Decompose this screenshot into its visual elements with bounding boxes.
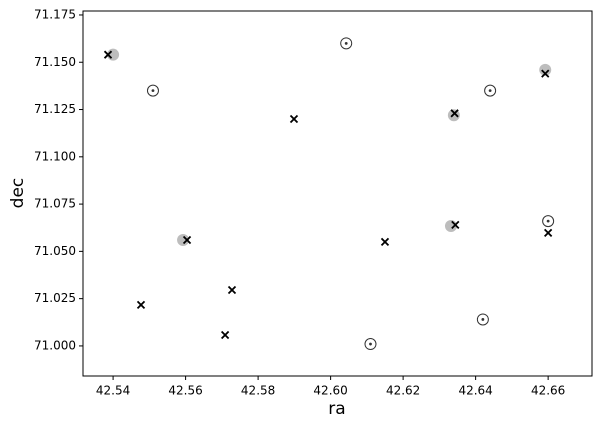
- point: [103, 50, 113, 59]
- point: [177, 234, 190, 247]
- point: [451, 220, 460, 230]
- y-tick-label: 71.100: [34, 149, 76, 163]
- y-tick-label: 71.025: [34, 291, 76, 305]
- point: [476, 313, 489, 326]
- point: [484, 84, 497, 97]
- point: [543, 228, 553, 237]
- point: [542, 215, 555, 228]
- y-tick-label: 71.050: [34, 244, 76, 258]
- x-axis-label: ra: [328, 399, 345, 419]
- y-tick-label: 71.150: [34, 55, 76, 69]
- y-tick-label: 71.175: [34, 7, 76, 21]
- point: [227, 285, 237, 295]
- x-tick-label: 42.54: [96, 384, 130, 398]
- x-tick-label: 42.66: [531, 384, 565, 398]
- point: [380, 237, 390, 247]
- x-tick-label: 42.56: [168, 384, 202, 398]
- point: [364, 338, 377, 351]
- point: [220, 330, 230, 340]
- x-tick-label: 42.64: [458, 384, 492, 398]
- y-tick-label: 71.000: [34, 338, 76, 352]
- point: [182, 235, 192, 245]
- point: [539, 63, 552, 76]
- y-axis-label: dec: [8, 178, 28, 209]
- point: [450, 109, 459, 118]
- point: [541, 69, 550, 78]
- y-tick-label: 71.075: [34, 197, 76, 211]
- point: [340, 37, 353, 50]
- x-tick-label: 42.58: [241, 384, 275, 398]
- point: [289, 114, 299, 124]
- x-tick-label: 42.62: [386, 384, 420, 398]
- plot-frame: [82, 10, 593, 377]
- point: [146, 84, 159, 97]
- y-tick-label: 71.125: [34, 102, 76, 116]
- point: [136, 300, 146, 310]
- x-tick-label: 42.60: [313, 384, 347, 398]
